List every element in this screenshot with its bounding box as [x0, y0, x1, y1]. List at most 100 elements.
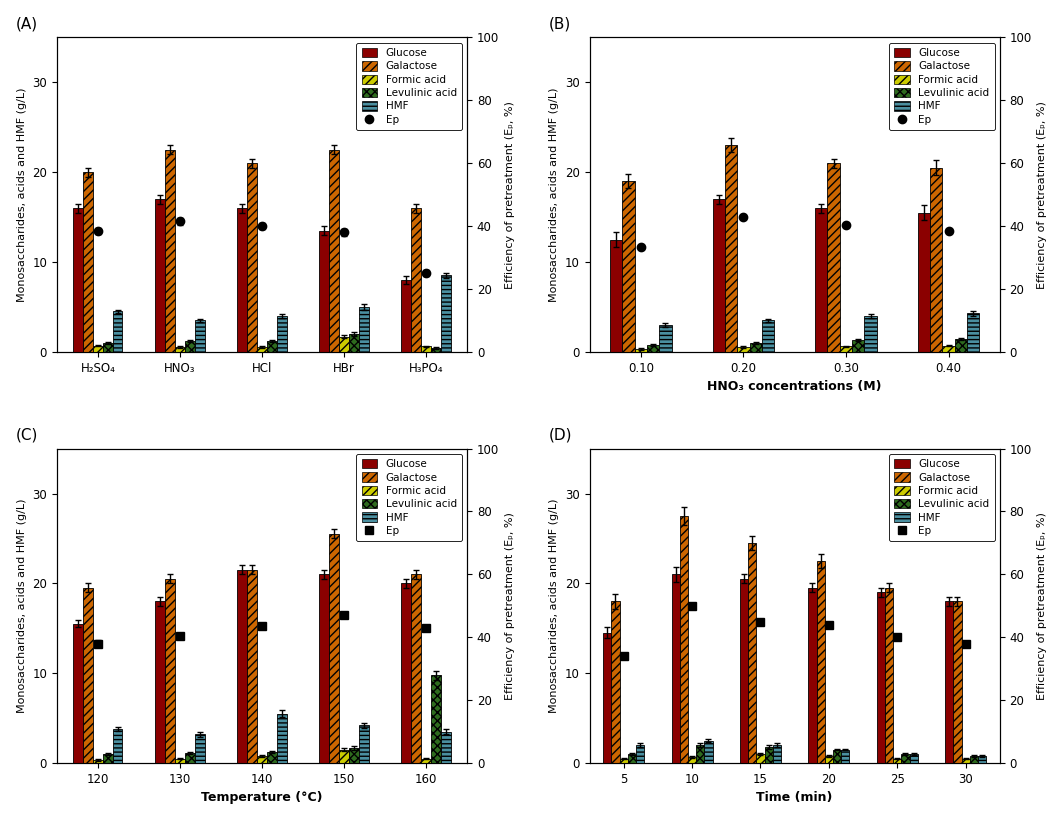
Bar — [113, 311, 122, 352]
Text: (D): (D) — [548, 427, 572, 443]
Bar — [748, 543, 757, 763]
Bar — [421, 759, 431, 763]
Legend: Glucose, Galactose, Formic acid, Levulinic acid, HMF, Ep: Glucose, Galactose, Formic acid, Levulin… — [356, 454, 462, 541]
Bar — [945, 601, 953, 763]
Bar — [893, 759, 901, 763]
Bar — [257, 756, 267, 763]
Bar — [174, 759, 185, 763]
Bar — [864, 316, 877, 352]
Bar — [247, 570, 257, 763]
Bar — [440, 732, 451, 763]
Bar — [628, 754, 636, 763]
Bar — [828, 163, 839, 352]
Bar — [619, 759, 628, 763]
Bar — [757, 754, 765, 763]
Bar — [339, 337, 349, 352]
Bar — [825, 756, 833, 763]
Bar — [277, 713, 286, 763]
Y-axis label: Monosaccharides, acids and HMF (g/L): Monosaccharides, acids and HMF (g/L) — [549, 87, 560, 302]
Y-axis label: Efficiency of pretreatment (Eₚ, %): Efficiency of pretreatment (Eₚ, %) — [504, 512, 515, 699]
Bar — [634, 349, 647, 352]
Bar — [237, 208, 247, 352]
Bar — [93, 760, 103, 763]
Bar — [113, 729, 122, 763]
Legend: Glucose, Galactose, Formic acid, Levulinic acid, HMF, Ep: Glucose, Galactose, Formic acid, Levulin… — [356, 43, 462, 130]
Bar — [155, 200, 165, 352]
Bar — [918, 213, 930, 352]
Bar — [603, 633, 612, 763]
Y-axis label: Monosaccharides, acids and HMF (g/L): Monosaccharides, acids and HMF (g/L) — [17, 87, 27, 302]
X-axis label: HNO₃ concentrations (M): HNO₃ concentrations (M) — [708, 380, 882, 393]
Bar — [195, 320, 204, 352]
Bar — [962, 759, 969, 763]
Bar — [319, 231, 329, 352]
Bar — [852, 340, 864, 352]
Bar — [185, 753, 195, 763]
Bar — [440, 276, 451, 352]
Bar — [739, 579, 748, 763]
Bar — [359, 725, 368, 763]
Bar — [839, 346, 852, 352]
Bar — [762, 320, 775, 352]
Bar — [103, 343, 113, 352]
Legend: Glucose, Galactose, Formic acid, Levulinic acid, HMF, Ep: Glucose, Galactose, Formic acid, Levulin… — [890, 43, 995, 130]
Bar — [671, 575, 680, 763]
Bar — [93, 346, 103, 352]
Bar — [930, 167, 943, 352]
Legend: Glucose, Galactose, Formic acid, Levulinic acid, HMF, Ep: Glucose, Galactose, Formic acid, Levulin… — [890, 454, 995, 541]
Bar — [257, 347, 267, 352]
Bar — [165, 579, 174, 763]
Bar — [737, 347, 749, 352]
Bar — [401, 280, 412, 352]
Bar — [174, 347, 185, 352]
Bar — [431, 348, 440, 352]
Bar — [349, 748, 359, 763]
Bar — [765, 747, 772, 763]
Bar — [696, 745, 704, 763]
Bar — [680, 516, 688, 763]
Bar — [943, 346, 954, 352]
Bar — [815, 208, 828, 352]
Bar — [421, 346, 431, 352]
Text: (A): (A) — [16, 16, 38, 31]
Bar — [349, 334, 359, 352]
Bar — [412, 575, 421, 763]
Bar — [953, 601, 962, 763]
Bar — [412, 208, 421, 352]
Bar — [431, 675, 440, 763]
Bar — [877, 593, 885, 763]
Bar — [83, 588, 93, 763]
Bar — [329, 534, 339, 763]
Bar — [622, 181, 634, 352]
Bar — [329, 149, 339, 352]
Bar — [185, 341, 195, 352]
Bar — [636, 745, 644, 763]
Bar — [833, 750, 842, 763]
Bar — [725, 145, 737, 352]
Bar — [713, 200, 725, 352]
Bar — [969, 756, 978, 763]
Y-axis label: Efficiency of pretreatment (Eₚ, %): Efficiency of pretreatment (Eₚ, %) — [1037, 512, 1047, 699]
Bar — [359, 307, 368, 352]
Bar — [910, 754, 918, 763]
Bar — [647, 345, 660, 352]
Bar — [816, 561, 825, 763]
Bar — [610, 240, 622, 352]
Bar — [688, 757, 696, 763]
Y-axis label: Monosaccharides, acids and HMF (g/L): Monosaccharides, acids and HMF (g/L) — [549, 498, 560, 713]
X-axis label: Time (min): Time (min) — [757, 791, 833, 805]
Bar — [401, 584, 412, 763]
Bar — [267, 752, 277, 763]
Bar — [319, 575, 329, 763]
Bar — [73, 624, 83, 763]
Bar — [73, 208, 83, 352]
Bar — [83, 172, 93, 352]
Bar — [247, 163, 257, 352]
Bar — [103, 754, 113, 763]
Bar — [704, 741, 713, 763]
Bar — [165, 149, 174, 352]
Bar — [155, 601, 165, 763]
Bar — [967, 314, 979, 352]
Bar — [749, 343, 762, 352]
Y-axis label: Monosaccharides, acids and HMF (g/L): Monosaccharides, acids and HMF (g/L) — [17, 498, 27, 713]
